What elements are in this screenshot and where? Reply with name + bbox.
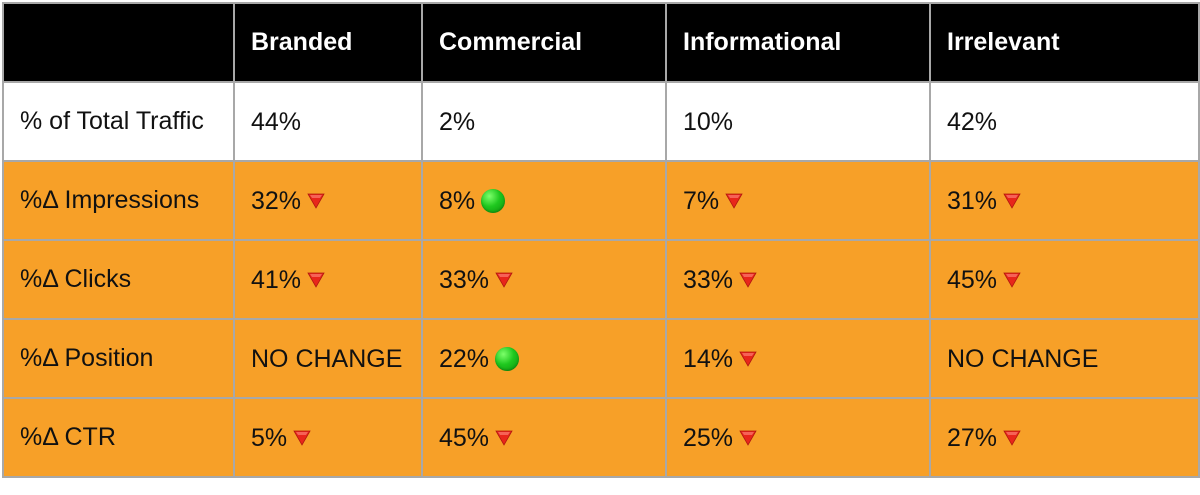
red-down-triangle-icon (1003, 272, 1021, 288)
cell-value: 22% (439, 344, 490, 373)
red-down-triangle-icon (739, 430, 757, 446)
table-row-position: %Δ Position NO CHANGE 22% 14% NO CHANGE (2, 318, 1200, 399)
cell-clicks-commercial: 33% (421, 239, 667, 320)
cell-impressions-commercial: 8% (421, 160, 667, 241)
cell-value: NO CHANGE (947, 344, 1099, 373)
cell-value: 45% (439, 423, 490, 452)
header-row: Branded Commercial Informational Irrelev… (2, 2, 1200, 83)
cell-ctr-informational: 25% (665, 397, 931, 478)
metrics-table: Branded Commercial Informational Irrelev… (2, 2, 1200, 478)
table-row-impressions: %Δ Impressions 32% 8% 7% 31% (2, 160, 1200, 241)
row-label-impressions: %Δ Impressions (2, 160, 235, 241)
column-header-irrelevant: Irrelevant (929, 2, 1200, 83)
cell-total-traffic-irrelevant: 42% (929, 81, 1200, 162)
red-down-triangle-icon (739, 351, 757, 367)
red-down-triangle-icon (1003, 430, 1021, 446)
red-down-triangle-icon (495, 272, 513, 288)
cell-clicks-branded: 41% (233, 239, 423, 320)
cell-value: 44% (251, 107, 302, 136)
column-header-commercial: Commercial (421, 2, 667, 83)
cell-impressions-branded: 32% (233, 160, 423, 241)
column-header-informational: Informational (665, 2, 931, 83)
header-corner (2, 2, 235, 83)
red-down-triangle-icon (725, 193, 743, 209)
cell-impressions-informational: 7% (665, 160, 931, 241)
red-down-triangle-icon (307, 272, 325, 288)
cell-total-traffic-branded: 44% (233, 81, 423, 162)
cell-position-informational: 14% (665, 318, 931, 399)
cell-position-branded: NO CHANGE (233, 318, 423, 399)
red-down-triangle-icon (739, 272, 757, 288)
cell-value: 33% (683, 265, 734, 294)
row-label-total-traffic: % of Total Traffic (2, 81, 235, 162)
table-body: % of Total Traffic 44% 2% 10% 42% %Δ Impressi… (2, 81, 1200, 478)
table-row-ctr: %Δ CTR 5% 45% 25% 27% (2, 397, 1200, 478)
red-down-triangle-icon (293, 430, 311, 446)
cell-ctr-irrelevant: 27% (929, 397, 1200, 478)
cell-value: NO CHANGE (251, 344, 403, 373)
cell-value: 25% (683, 423, 734, 452)
cell-impressions-irrelevant: 31% (929, 160, 1200, 241)
cell-total-traffic-informational: 10% (665, 81, 931, 162)
green-circle-icon (481, 188, 506, 213)
red-down-triangle-icon (1003, 193, 1021, 209)
cell-value: 10% (683, 107, 734, 136)
cell-ctr-branded: 5% (233, 397, 423, 478)
cell-value: 32% (251, 186, 302, 215)
cell-value: 8% (439, 186, 476, 215)
cell-total-traffic-commercial: 2% (421, 81, 667, 162)
table-row-total-traffic: % of Total Traffic 44% 2% 10% 42% (2, 81, 1200, 162)
red-down-triangle-icon (495, 430, 513, 446)
cell-value: 45% (947, 265, 998, 294)
cell-value: 2% (439, 107, 476, 136)
cell-value: 14% (683, 344, 734, 373)
cell-value: 27% (947, 423, 998, 452)
cell-clicks-informational: 33% (665, 239, 931, 320)
cell-value: 31% (947, 186, 998, 215)
cell-ctr-commercial: 45% (421, 397, 667, 478)
cell-value: 42% (947, 107, 998, 136)
red-down-triangle-icon (307, 193, 325, 209)
cell-value: 41% (251, 265, 302, 294)
row-label-position: %Δ Position (2, 318, 235, 399)
cell-value: 33% (439, 265, 490, 294)
green-circle-icon (495, 346, 520, 371)
cell-value: 7% (683, 186, 720, 215)
cell-position-commercial: 22% (421, 318, 667, 399)
table-row-clicks: %Δ Clicks 41% 33% 33% 45% (2, 239, 1200, 320)
cell-value: 5% (251, 423, 288, 452)
cell-clicks-irrelevant: 45% (929, 239, 1200, 320)
column-header-branded: Branded (233, 2, 423, 83)
row-label-ctr: %Δ CTR (2, 397, 235, 478)
row-label-clicks: %Δ Clicks (2, 239, 235, 320)
cell-position-irrelevant: NO CHANGE (929, 318, 1200, 399)
